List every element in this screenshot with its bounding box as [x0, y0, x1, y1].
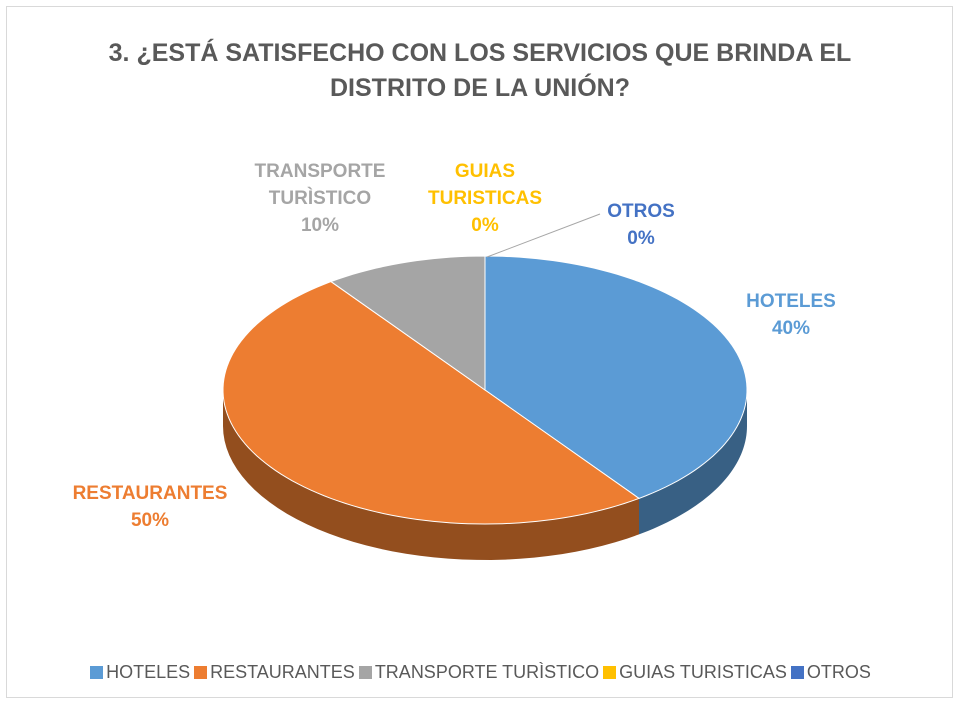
- legend-label: RESTAURANTES: [210, 662, 355, 682]
- chart-title: 3. ¿ESTÁ SATISFECHO CON LOS SERVICIOS QU…: [108, 39, 852, 102]
- legend-label: HOTELES: [106, 662, 191, 682]
- data-label: GUIAS TURISTICAS 0%: [410, 158, 560, 239]
- legend: HOTELES RESTAURANTES TRANSPORTE TURÌSTICO G…: [0, 662, 961, 683]
- legend-swatch: [790, 666, 804, 679]
- slice: [329, 255, 486, 391]
- slice-side: [638, 390, 747, 535]
- data-label-value: 0%: [471, 215, 499, 236]
- legend-item: GUIAS TURISTICAS: [603, 662, 787, 683]
- legend-item: OTROS: [790, 662, 871, 683]
- data-label: HOTELES 40%: [726, 288, 856, 342]
- legend-item: RESTAURANTES: [194, 662, 355, 683]
- legend-swatch: [90, 666, 104, 679]
- slice-side: [223, 390, 639, 560]
- data-label-category: GUIAS TURISTICAS: [428, 161, 542, 209]
- data-label-category: TRANSPORTE TURÌSTICO: [254, 161, 386, 209]
- data-label-category: RESTAURANTES: [72, 483, 228, 504]
- legend-swatch: [603, 666, 617, 679]
- legend-swatch: [194, 666, 208, 679]
- legend-item: TRANSPORTE TURÌSTICO: [358, 662, 600, 683]
- leader-line: [486, 213, 601, 258]
- data-label-value: 50%: [130, 510, 170, 531]
- data-label: TRANSPORTE TURÌSTICO 10%: [245, 158, 395, 239]
- data-label-value: 0%: [627, 228, 655, 249]
- legend-label: GUIAS TURISTICAS: [619, 662, 787, 682]
- data-label-value: 40%: [771, 318, 811, 339]
- data-label: OTROS 0%: [581, 198, 701, 252]
- legend-item: HOTELES: [90, 662, 190, 683]
- slice: [484, 255, 748, 499]
- legend-swatch: [358, 666, 372, 679]
- chart-frame: [6, 6, 953, 698]
- legend-label: TRANSPORTE TURÌSTICO: [374, 662, 600, 682]
- data-label-category: OTROS: [607, 201, 675, 222]
- data-label-value: 10%: [300, 215, 340, 236]
- slice: [222, 281, 641, 525]
- data-label-category: HOTELES: [746, 291, 836, 312]
- legend-label: OTROS: [806, 662, 871, 682]
- data-label: RESTAURANTES 50%: [50, 480, 250, 534]
